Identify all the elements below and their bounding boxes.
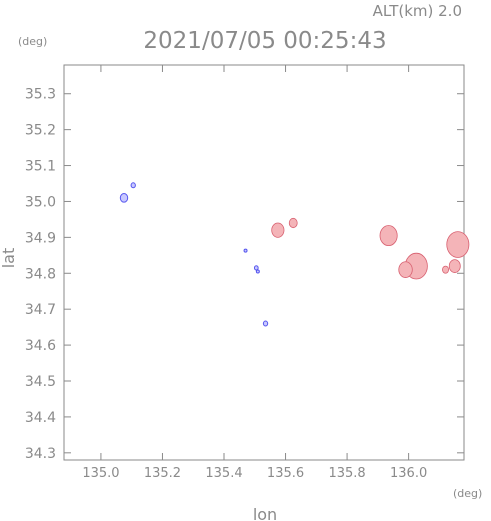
x-axis: 135.0 135.2 135.4 135.6 135.8 136.0 [82,65,427,481]
weak-echo-mark [243,248,248,253]
weak-echo-mark [262,320,269,327]
y-tick-label: 35.3 [25,87,56,103]
strong-echo-mark [446,231,470,258]
y-unit-label: (deg) [18,35,47,48]
strong-echo-mark [398,261,413,278]
y-tick-label: 35.2 [25,123,56,139]
x-tick-label: 135.4 [205,466,242,481]
plot-frame [63,64,465,461]
x-tick-label: 135.0 [82,466,119,481]
y-tick-label: 34.5 [25,374,56,390]
echo-marks [119,182,470,327]
strong-echo-mark [288,217,298,229]
altitude-label: ALT(km) 2.0 [373,2,462,20]
weak-echo-mark [119,193,129,203]
y-tick-label: 34.7 [25,302,56,318]
y-tick-label: 35.1 [25,159,56,175]
x-tick-label: 135.6 [267,466,304,481]
y-tick-label: 34.4 [25,410,56,426]
strong-echo-mark [448,259,461,273]
strong-echo-mark [271,222,285,238]
y-tick-label: 34.6 [25,338,56,354]
y-tick-label: 34.9 [25,230,56,246]
y-tick-label: 34.3 [25,446,56,462]
weak-echo-mark [130,182,136,189]
y-tick-label: 34.8 [25,266,56,282]
x-tick-label: 136.0 [390,466,427,481]
x-unit-label: (deg) [453,487,482,500]
chart-title: 2021/07/05 00:25:43 [143,28,386,54]
y-tick-label: 35.0 [25,194,56,210]
y-axis: 34.3 34.4 34.5 34.6 34.7 34.8 34.9 35.0 35.1 35.2… [25,87,464,462]
y-axis-label: lat [0,248,18,269]
weak-echo-mark [255,269,260,274]
strong-echo-mark [442,265,450,274]
x-tick-label: 135.2 [144,466,181,481]
weak-echo-mark [253,265,259,271]
strong-echo-mark [379,225,398,247]
x-tick-label: 135.8 [328,466,365,481]
x-axis-label: lon [253,505,277,521]
